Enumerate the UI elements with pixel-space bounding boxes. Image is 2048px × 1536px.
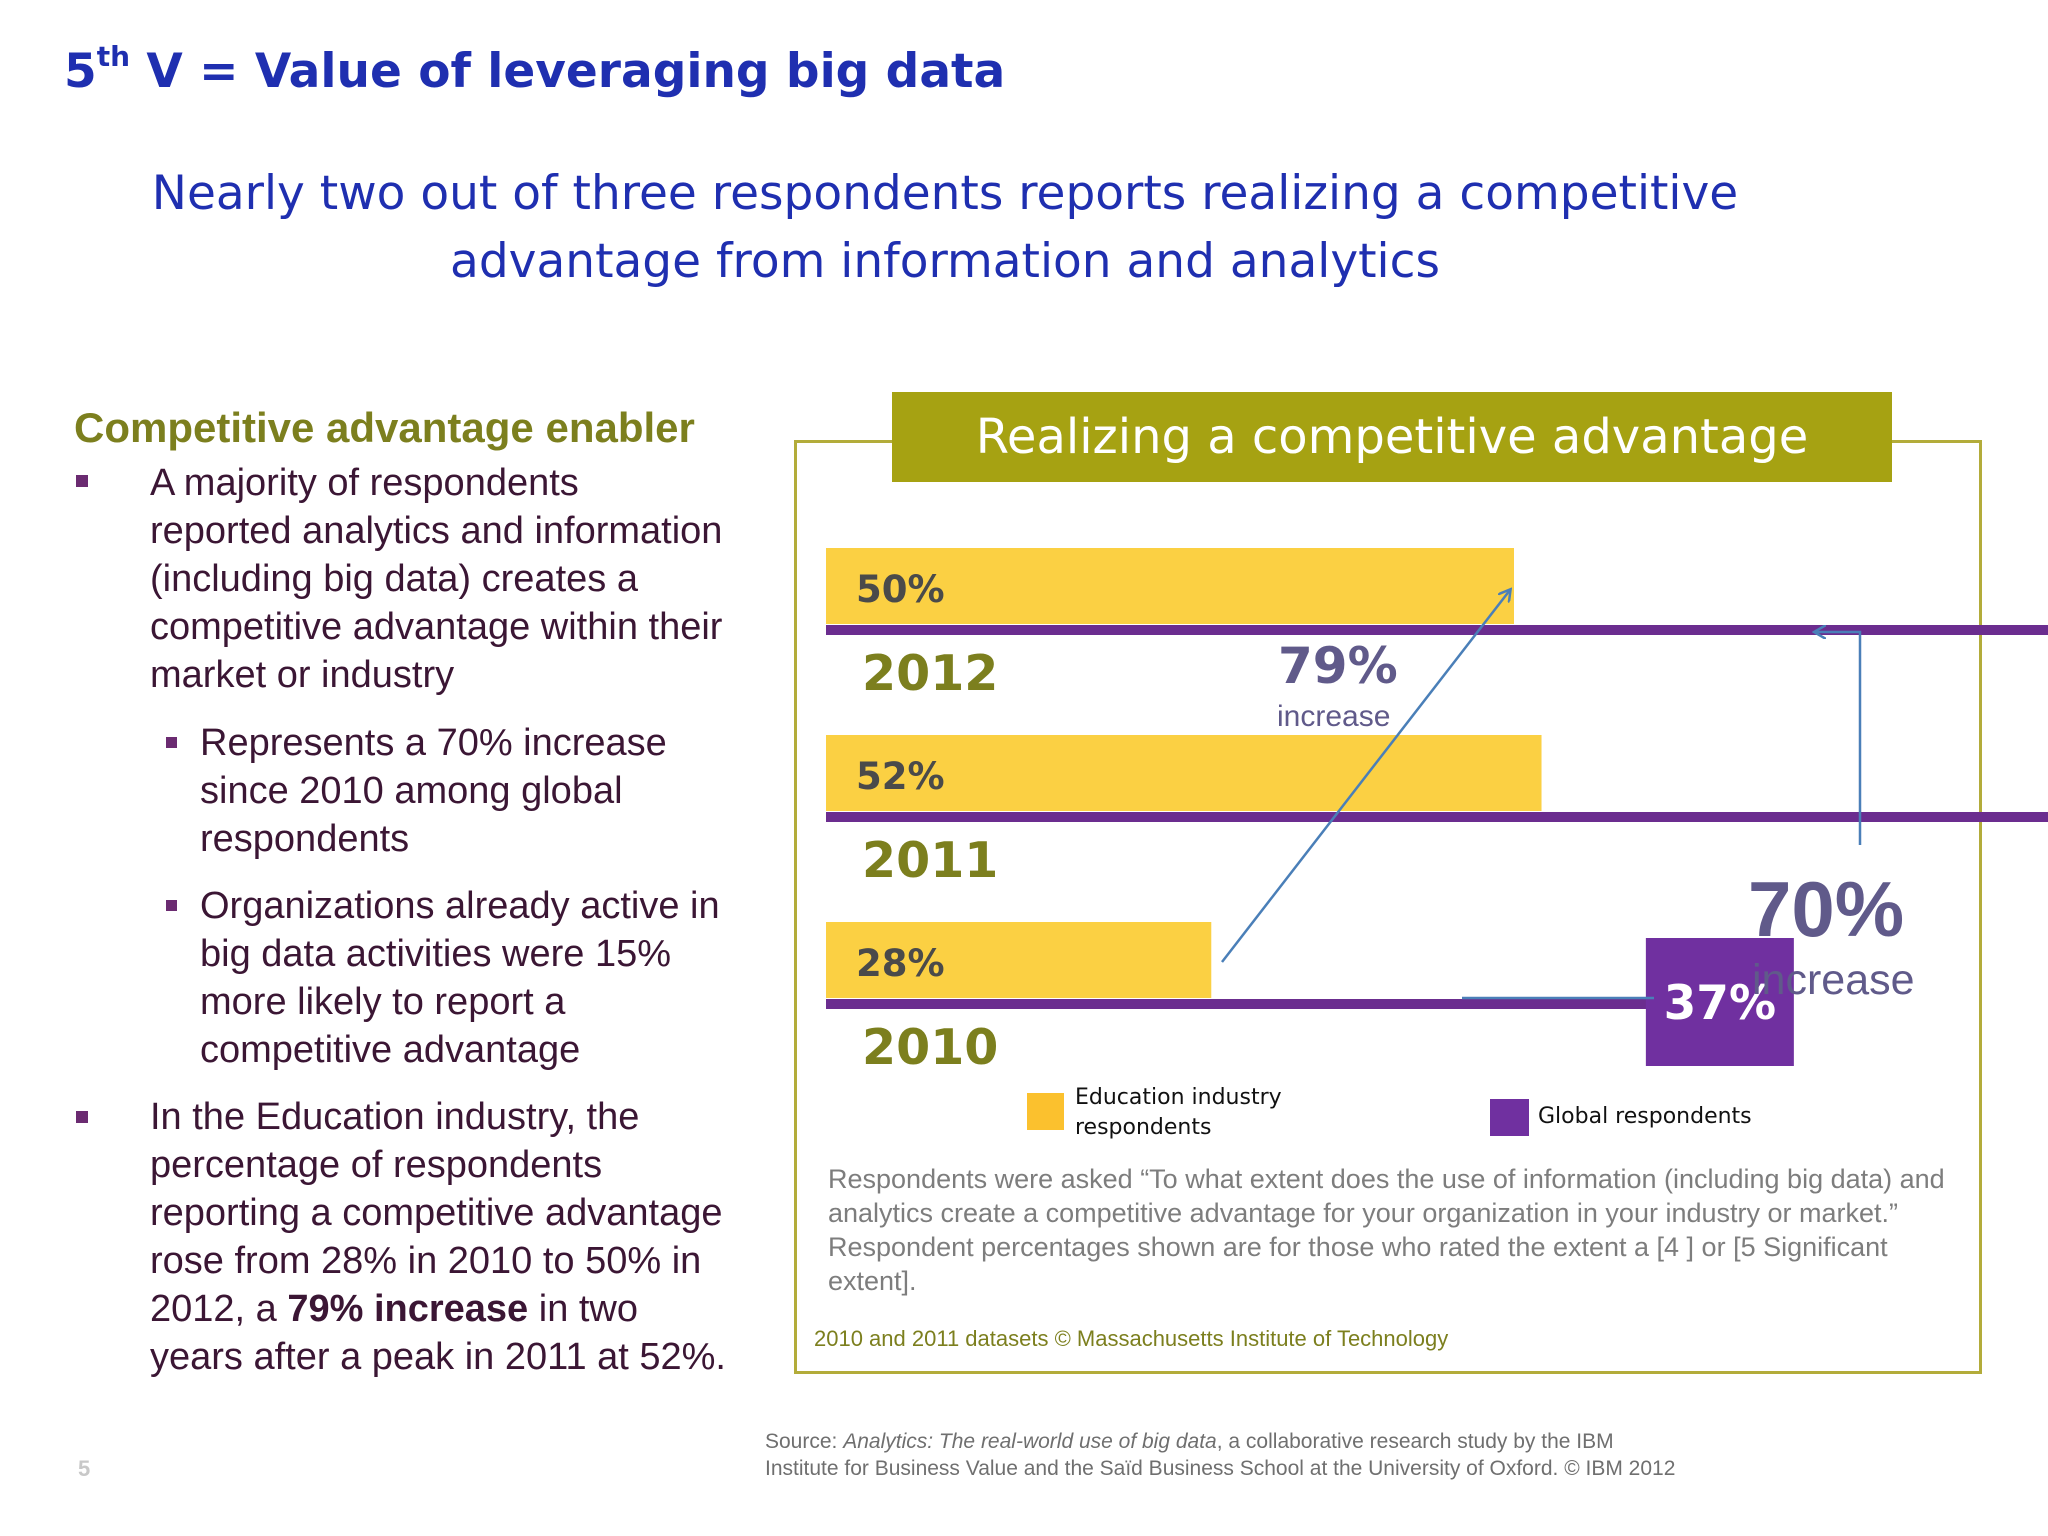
bullet-line: competitive advantage within their — [150, 606, 723, 648]
legend-swatch-global — [1490, 1099, 1529, 1136]
bullet-line: since 2010 among global — [200, 770, 623, 812]
bullet-line: In the Education industry, the — [150, 1096, 640, 1138]
education-value-2012: 50% — [856, 568, 945, 611]
bullet-line: market or industry — [150, 654, 455, 696]
year-label-2010: 2010 — [862, 1019, 998, 1076]
chart-title-banner: Realizing a competitive advantage — [892, 392, 1892, 482]
headline-line-2: advantage from information and analytics — [450, 234, 1440, 289]
year-label-2012: 2012 — [862, 645, 998, 702]
annotation-70-value: 70% — [1748, 865, 1905, 953]
bullet-marker — [76, 475, 88, 487]
bullet-line: (including big data) creates a — [150, 558, 638, 600]
global-value-2010: 37% — [1664, 976, 1777, 1031]
education-value-2011: 52% — [856, 755, 945, 798]
bullet-line: reported analytics and information — [150, 510, 723, 552]
bullet-line: more likely to report a — [200, 981, 566, 1023]
global-baseline-2012 — [826, 625, 2048, 635]
source-line-2: Institute for Business Value and the Saï… — [765, 1457, 1676, 1480]
survey-note: Respondents were asked “To what extent d… — [828, 1164, 1945, 1296]
legend-swatch-education — [1027, 1093, 1064, 1130]
source-line-1: Source: Analytics: The real-world use of… — [765, 1428, 1675, 1455]
annotation-79-value: 79% — [1278, 637, 1398, 695]
title-text: V = Value of leveraging big data — [130, 44, 1006, 99]
year-label-2011: 2011 — [862, 832, 998, 889]
bullet-majority: A majority of respondents reported analy… — [150, 459, 722, 699]
increase-arrow-79 — [1221, 590, 1510, 963]
bullet-line: competitive advantage — [200, 1029, 581, 1071]
bullet-education: In the Education industry, the percentag… — [150, 1093, 726, 1381]
sub-bullet-increase: Represents a 70% increase since 2010 amo… — [200, 719, 667, 863]
education-value-2010: 28% — [856, 942, 945, 985]
title-superscript: th — [96, 40, 131, 73]
bullet-line: respondents — [200, 818, 410, 860]
sub-bullet-organizations: Organizations already active in big data… — [200, 882, 720, 1074]
bullet-line: Organizations already active in — [200, 885, 720, 927]
source-text: Source: — [765, 1430, 844, 1453]
headline-line-1: Nearly two out of three respondents repo… — [151, 166, 1739, 221]
global-box-2010 — [1645, 938, 1794, 1066]
title-number: 5 — [64, 44, 97, 99]
bullet-bold-text: 79% increase — [287, 1288, 529, 1330]
enabler-heading: Competitive advantage enabler — [74, 404, 695, 451]
page-number: 5 — [78, 1456, 91, 1481]
global-baseline-2010 — [826, 999, 1656, 1009]
bullet-line: years after a peak in 2011 at 52%. — [150, 1336, 726, 1378]
sub-bullet-marker — [166, 737, 177, 748]
bullet-marker — [76, 1111, 88, 1123]
slide-title: 5th V = Value of leveraging big data — [64, 40, 1006, 99]
headline: Nearly two out of three respondents repo… — [130, 160, 1760, 296]
annotation-70-text: increase — [1752, 956, 1915, 1004]
global-baseline-2011 — [826, 812, 2048, 822]
bullet-line: big data activities were 15% — [200, 933, 672, 975]
bullet-line: reporting a competitive advantage — [150, 1192, 723, 1234]
legend-label-global: Global respondents — [1538, 1104, 1752, 1129]
annotation-79-text: increase — [1277, 700, 1391, 733]
education-bar-2012 — [826, 548, 1514, 624]
bullet-line: A majority of respondents — [150, 462, 579, 504]
dataset-copyright: 2010 and 2011 datasets © Massachusetts I… — [814, 1326, 1449, 1351]
increase-arrow-70 — [1815, 632, 1862, 845]
bullet-line: Represents a 70% increase — [200, 722, 667, 764]
education-bar-2010 — [826, 922, 1212, 998]
sub-bullet-marker — [166, 900, 177, 911]
bullet-line: rose from 28% in 2010 to 50% in — [150, 1240, 702, 1282]
source-citation: Source: Analytics: The real-world use of… — [765, 1428, 1675, 1482]
education-bar-2011 — [826, 735, 1542, 811]
bullet-text: in two — [528, 1288, 639, 1330]
bullet-line: 2012, a 79% increase in two — [150, 1285, 726, 1333]
source-text: , a collaborative research study by the … — [1216, 1430, 1614, 1453]
legend-label-education: Education industry respondents — [1075, 1085, 1282, 1140]
bullet-text: 2012, a — [150, 1288, 288, 1330]
source-title: Analytics: The real-world use of big dat… — [843, 1430, 1217, 1453]
bullet-line: percentage of respondents — [150, 1144, 603, 1186]
